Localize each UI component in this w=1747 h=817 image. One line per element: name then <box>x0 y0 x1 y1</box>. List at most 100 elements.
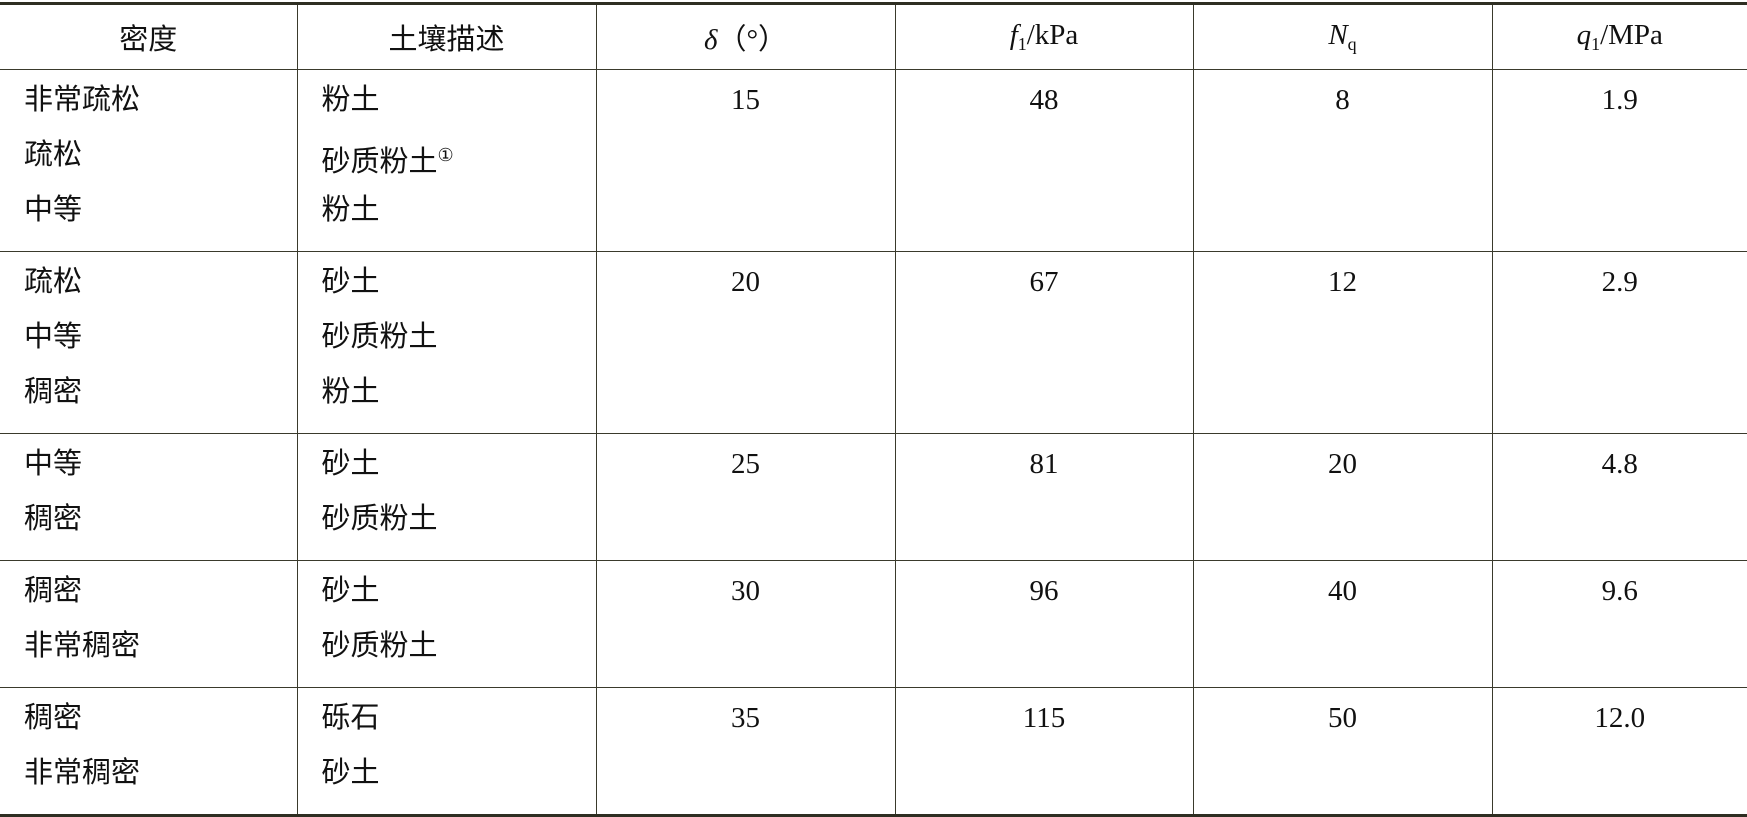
header-f1: f1/kPa <box>895 4 1193 70</box>
soil-text: 砂质粉土 <box>322 503 438 535</box>
cell-q1: 9.6 <box>1492 561 1747 688</box>
cell-soil-description: 砂土砂质粉土 <box>297 434 596 561</box>
q-subscript: 1 <box>1591 34 1600 54</box>
cell-delta: 20 <box>596 252 895 434</box>
density-line: 非常稠密 <box>24 753 297 808</box>
q-unit: /MPa <box>1600 19 1663 51</box>
cell-f1: 81 <box>895 434 1193 561</box>
cell-q1: 2.9 <box>1492 252 1747 434</box>
delta-unit: （°） <box>717 24 787 56</box>
cell-density: 中等稠密 <box>0 434 297 561</box>
soil-text: 砂质粉土 <box>322 321 438 353</box>
f1-value: 48 <box>896 80 1193 135</box>
soil-line: 砂质粉土① <box>322 135 596 190</box>
header-soil-description: 土壤描述 <box>297 4 596 70</box>
soil-line: 砂土 <box>322 262 596 317</box>
n-symbol: N <box>1328 19 1347 51</box>
soil-line: 粉土 <box>322 190 596 245</box>
f1-value: 67 <box>896 262 1193 317</box>
cell-density: 非常疏松疏松中等 <box>0 70 297 252</box>
cell-soil-description: 砂土砂质粉土 <box>297 561 596 688</box>
soil-line: 粉土 <box>322 372 596 427</box>
f-unit: /kPa <box>1027 19 1079 51</box>
delta-value: 15 <box>597 80 895 135</box>
f1-value: 81 <box>896 444 1193 499</box>
nq-value: 12 <box>1194 262 1492 317</box>
q1-value: 9.6 <box>1493 571 1747 626</box>
q1-value: 1.9 <box>1493 80 1747 135</box>
soil-text: 粉土 <box>322 376 380 408</box>
soil-line: 砂质粉土 <box>322 317 596 372</box>
header-q1: q1/MPa <box>1492 4 1747 70</box>
cell-nq: 20 <box>1193 434 1492 561</box>
f-subscript: 1 <box>1018 34 1027 54</box>
header-density: 密度 <box>0 4 297 70</box>
density-line: 中等 <box>24 444 297 499</box>
soil-line: 砂土 <box>322 444 596 499</box>
cell-density: 稠密非常稠密 <box>0 561 297 688</box>
soil-text: 粉土 <box>322 84 380 116</box>
cell-f1: 48 <box>895 70 1193 252</box>
soil-text: 砂土 <box>322 757 380 789</box>
soil-line: 砂土 <box>322 753 596 808</box>
n-subscript: q <box>1348 34 1357 54</box>
cell-density: 疏松中等稠密 <box>0 252 297 434</box>
density-line: 中等 <box>24 190 297 245</box>
soil-line: 砂质粉土 <box>322 626 596 681</box>
cell-density: 稠密非常稠密 <box>0 688 297 816</box>
q1-value: 4.8 <box>1493 444 1747 499</box>
cell-delta: 25 <box>596 434 895 561</box>
cell-q1: 12.0 <box>1492 688 1747 816</box>
soil-text: 砂土 <box>322 448 380 480</box>
header-nq: Nq <box>1193 4 1492 70</box>
soil-line: 砂质粉土 <box>322 499 596 554</box>
cell-delta: 15 <box>596 70 895 252</box>
cell-soil-description: 砾石砂土 <box>297 688 596 816</box>
cell-f1: 115 <box>895 688 1193 816</box>
cell-q1: 4.8 <box>1492 434 1747 561</box>
q1-value: 12.0 <box>1493 698 1747 753</box>
density-line: 疏松 <box>24 262 297 317</box>
cell-nq: 40 <box>1193 561 1492 688</box>
nq-value: 20 <box>1194 444 1492 499</box>
f1-value: 96 <box>896 571 1193 626</box>
soil-text: 砾石 <box>322 702 380 734</box>
cell-nq: 50 <box>1193 688 1492 816</box>
f-symbol: f <box>1010 19 1018 51</box>
density-line: 稠密 <box>24 372 297 427</box>
cell-delta: 35 <box>596 688 895 816</box>
cell-f1: 96 <box>895 561 1193 688</box>
cell-nq: 12 <box>1193 252 1492 434</box>
q1-value: 2.9 <box>1493 262 1747 317</box>
soil-line: 粉土 <box>322 80 596 135</box>
cell-delta: 30 <box>596 561 895 688</box>
delta-symbol: δ <box>704 24 717 56</box>
density-line: 稠密 <box>24 698 297 753</box>
nq-value: 50 <box>1194 698 1492 753</box>
header-row: 密度 土壤描述 δ（°） f1/kPa Nq q1/MPa <box>0 4 1747 70</box>
density-line: 稠密 <box>24 499 297 554</box>
soil-line: 砾石 <box>322 698 596 753</box>
delta-value: 35 <box>597 698 895 753</box>
f1-value: 115 <box>896 698 1193 753</box>
density-line: 非常疏松 <box>24 80 297 135</box>
cell-q1: 1.9 <box>1492 70 1747 252</box>
soil-text: 粉土 <box>322 194 380 226</box>
cell-f1: 67 <box>895 252 1193 434</box>
header-delta: δ（°） <box>596 4 895 70</box>
nq-value: 8 <box>1194 80 1492 135</box>
density-line: 中等 <box>24 317 297 372</box>
q-symbol: q <box>1577 19 1592 51</box>
cell-nq: 8 <box>1193 70 1492 252</box>
density-line: 稠密 <box>24 571 297 626</box>
delta-value: 25 <box>597 444 895 499</box>
nq-value: 40 <box>1194 571 1492 626</box>
soil-text: 砂质粉土 <box>322 146 438 178</box>
